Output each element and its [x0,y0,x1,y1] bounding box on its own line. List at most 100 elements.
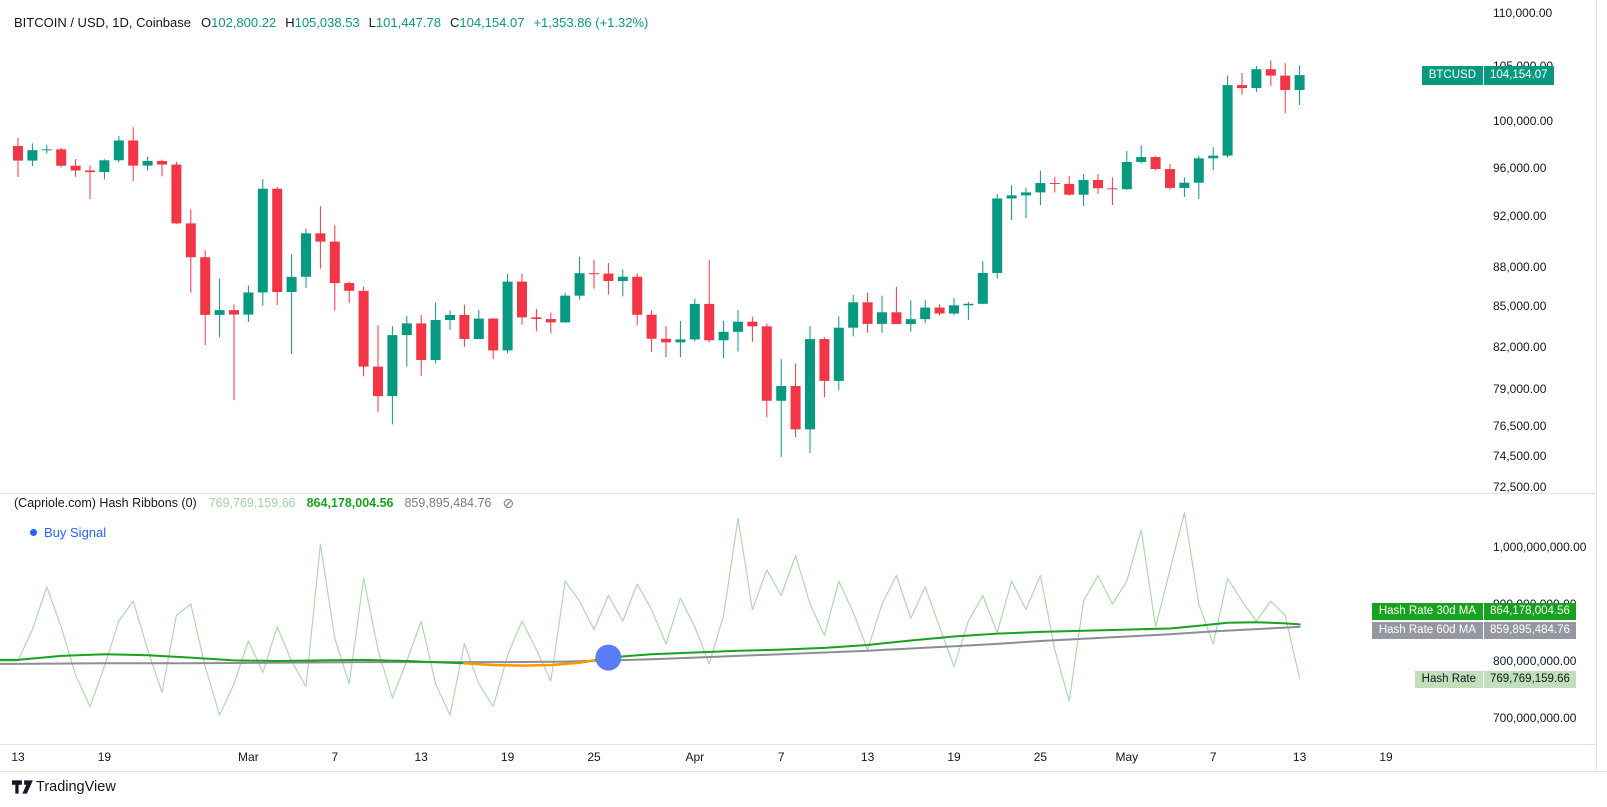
candle [531,308,542,332]
pane-divider[interactable] [0,493,1596,494]
time-axis-label: 19 [97,750,112,764]
last-price-badge-value: 104,154.07 [1484,66,1554,85]
indicator-badge-label: Hash Rate [1414,671,1483,688]
candle [1208,147,1219,171]
candle [747,316,758,342]
indicator-axis-label: 800,000,000.00 [1493,654,1577,668]
indicator-value: 864,178,004.56 [306,496,394,510]
tradingview-logo-icon[interactable] [12,779,34,795]
candle [99,159,110,180]
candle [257,179,268,306]
candle [229,304,239,401]
price-axis-label: 110,000.00 [1493,6,1553,20]
time-axis-label: Mar [238,750,259,764]
price-axis-label: 88,000.00 [1493,259,1547,274]
candle [1021,187,1031,219]
price-axis-label: 100,000.00 [1493,114,1554,129]
indicator-values: 769,769,159.66 864,178,004.56 859,895,484.… [209,496,503,510]
candle [560,292,571,323]
candle [301,228,311,288]
candle [934,304,945,316]
time-axis-label: 19 [1379,750,1393,764]
price-scale-border [1596,0,1597,771]
indicator-axis-label: 700,000,000.00 [1493,711,1577,725]
candle [459,304,470,347]
price-axis-label: 82,000.00 [1493,340,1547,354]
candle [1006,185,1017,220]
candle [214,278,225,338]
candle [733,309,743,352]
indicator-value: 769,769,159.66 [208,496,296,510]
indicator-title[interactable]: (Capriole.com) Hash Ribbons (0) [14,496,197,510]
candle [718,320,729,359]
ohlc-item: C104,154.07 [450,15,524,30]
hash-ribbons-layer [0,512,1301,716]
candle [1049,176,1060,193]
time-scale[interactable]: 13 19 Mar 7 13 19 25 Apr 7 13 19 25 May 7 13 19 [0,750,1450,766]
candle [1265,60,1276,86]
symbol-title[interactable]: BITCOIN / USD, 1D, Coinbase [14,15,191,30]
price-axis-label: 76,500.00 [1493,418,1547,433]
candle [344,281,355,304]
candle [85,165,95,200]
candle [704,260,715,343]
candle [617,269,628,297]
indicator-legend-row: (Capriole.com) Hash Ribbons (0) 769,769,1… [14,495,514,512]
candle [286,254,297,354]
time-axis-label: Apr [685,750,705,764]
candle [185,209,196,293]
candle [315,206,326,269]
ohlc-value: 101,447.78 [375,15,441,30]
time-axis-label: May [1115,750,1139,764]
candle [1150,156,1161,171]
ohlc-item: O102,800.22 [201,15,276,30]
candle [790,363,801,438]
time-axis-label: 19 [947,750,961,764]
ohlc-prefix: C [449,15,460,30]
ohlc-item: H105,038.53 [285,15,359,30]
candle [761,323,772,418]
candle [113,136,124,163]
hash-rate-line [0,512,1301,716]
indicator-disabled-icon[interactable]: ⊘ [502,495,515,511]
price-change: +1,353.86 (+1.32%) [533,15,649,30]
last-price-badge-symbol: BTCUSD [1421,66,1483,85]
candle [646,310,657,352]
candle [473,309,484,340]
candle [157,159,167,177]
time-axis-divider [0,744,1596,745]
candle [1193,155,1204,200]
candle [862,292,873,333]
last-price-badge: BTCUSD 104,154.07 [1421,66,1554,85]
indicator-value-badge: Hash Rate 30d MA 864,178,004.56 [1371,603,1576,620]
price-axis-label: 96,000.00 [1493,160,1547,175]
candle [128,127,139,182]
candle [891,286,902,325]
indicator-scale[interactable]: 1,000,000,000.00900,000,000.00800,000,00… [1493,0,1603,771]
price-scale[interactable]: 110,000.00105,000.00100,000.0096,000.009… [1493,0,1603,771]
candle [589,259,599,289]
candle [27,143,38,167]
candle [963,302,974,320]
candles-layer [13,60,1305,458]
candle [689,298,700,342]
price-axis-label: 74,500.00 [1493,449,1547,464]
candle [949,298,959,316]
tradingview-brand-label[interactable]: TradingView [36,779,116,795]
time-axis-label: 7 [777,750,785,764]
candle [992,193,1003,279]
candle [1035,170,1046,206]
ohlc-value: 105,038.53 [294,15,360,30]
candle [1093,173,1103,194]
candle [430,302,441,364]
candle [1078,173,1089,206]
ohlc-prefix: L [368,15,376,30]
candle [920,300,931,324]
footer-divider [0,771,1607,772]
candle [574,256,585,300]
time-axis-label: 13 [414,750,428,764]
candle [848,294,859,337]
candle [488,318,499,360]
indicator-badge-value: 769,769,159.66 [1484,671,1576,688]
